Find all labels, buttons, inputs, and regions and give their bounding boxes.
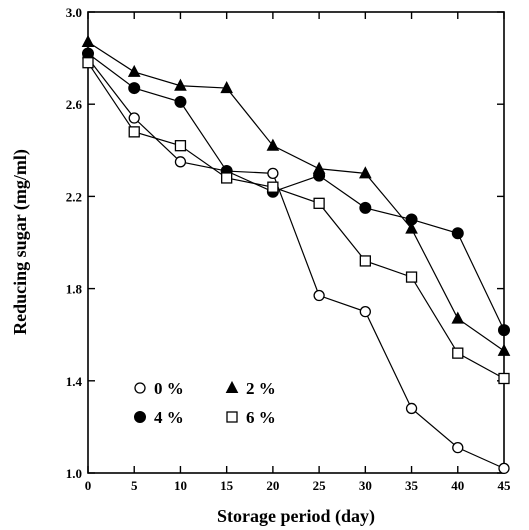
y-tick-label: 2.2: [66, 189, 82, 204]
series-line: [88, 53, 504, 330]
x-tick-label: 20: [266, 478, 279, 493]
x-tick-label: 45: [498, 478, 512, 493]
series-3: [83, 58, 509, 384]
data-point: [499, 325, 510, 336]
data-point: [314, 170, 325, 181]
data-point: [175, 157, 185, 167]
data-point: [407, 272, 417, 282]
data-point: [499, 373, 509, 383]
series-0: [83, 53, 509, 473]
x-axis-title: Storage period (day): [217, 506, 375, 527]
legend-entry: 2 %: [227, 379, 276, 398]
legend-entry: 6 %: [227, 408, 276, 427]
data-point: [175, 96, 186, 107]
legend-label: 4 %: [154, 408, 184, 427]
legend-marker: [227, 382, 238, 393]
series-line: [88, 42, 504, 351]
x-tick-label: 0: [85, 478, 92, 493]
data-point: [452, 313, 463, 324]
x-tick-label: 5: [131, 478, 138, 493]
series-line: [88, 58, 504, 468]
x-tick-label: 35: [405, 478, 419, 493]
data-point: [83, 58, 93, 68]
series-line: [88, 63, 504, 379]
legend-marker: [135, 412, 146, 423]
x-tick-label: 30: [359, 478, 372, 493]
data-point: [360, 256, 370, 266]
y-axis-title: Reducing sugar (mg/ml): [10, 149, 31, 335]
y-tick-label: 1.8: [66, 282, 83, 297]
legend-marker: [135, 383, 145, 393]
data-point: [360, 307, 370, 317]
y-tick-label: 1.4: [66, 374, 83, 389]
legend-label: 0 %: [154, 379, 184, 398]
data-point: [222, 173, 232, 183]
legend-label: 2 %: [246, 379, 276, 398]
data-point: [268, 168, 278, 178]
data-point: [499, 463, 509, 473]
x-tick-label: 40: [451, 478, 464, 493]
x-axis: 0 5 10 15 20 25 30 35 40 45: [85, 12, 511, 493]
data-point: [499, 345, 510, 356]
data-point: [314, 291, 324, 301]
data-point: [452, 228, 463, 239]
y-tick-label: 1.0: [66, 466, 82, 481]
y-tick-label: 3.0: [66, 5, 82, 20]
x-tick-label: 25: [313, 478, 327, 493]
x-tick-label: 15: [220, 478, 234, 493]
legend-entry: 4 %: [135, 408, 184, 427]
y-tick-label: 2.6: [66, 97, 83, 112]
legend-entry: 0 %: [135, 379, 184, 398]
legend: 0 % 2 % 4 % 6 %: [135, 379, 276, 427]
data-point: [453, 443, 463, 453]
data-point: [129, 66, 140, 77]
data-point: [129, 83, 140, 94]
plot-frame: [88, 12, 504, 473]
legend-label: 6 %: [246, 408, 276, 427]
data-point: [407, 403, 417, 413]
data-point: [453, 348, 463, 358]
data-point: [406, 214, 417, 225]
data-point: [314, 198, 324, 208]
legend-marker: [227, 412, 237, 422]
data-point: [175, 141, 185, 151]
data-point: [129, 113, 139, 123]
data-point: [268, 182, 278, 192]
data-point: [129, 127, 139, 137]
data-point: [360, 202, 371, 213]
series-2: [83, 48, 510, 336]
x-tick-label: 10: [174, 478, 187, 493]
data-point: [83, 36, 94, 47]
series-layer: [83, 36, 510, 473]
